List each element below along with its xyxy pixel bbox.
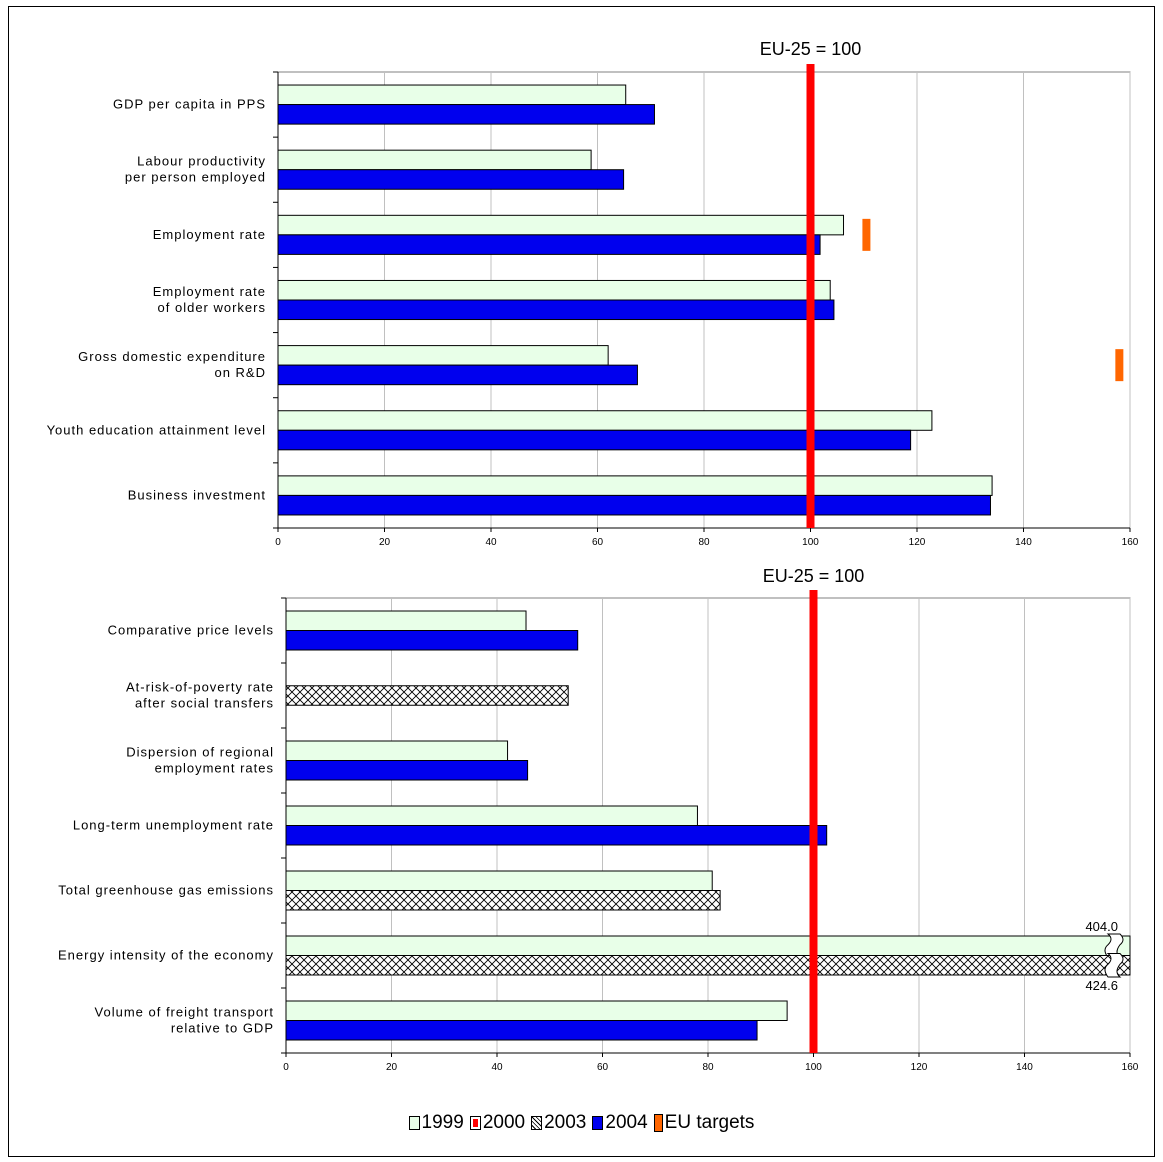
legend-item-2003: 2003 [531,1112,586,1134]
bar-2003 [286,891,720,911]
bar-2003 [286,686,568,706]
bar-2004 [286,761,528,781]
orange-bar-swatch-icon [654,1114,663,1132]
light-green-swatch-icon [409,1116,420,1130]
bar-2004 [278,495,990,515]
x-tick-label: 160 [1122,537,1139,548]
red-square-swatch-icon [470,1116,481,1130]
category-label: Employment rate [153,284,266,299]
legend-item-2004: 2004 [592,1112,647,1134]
x-tick-label: 120 [911,1062,928,1073]
legend-item-1999: 1999 [409,1112,464,1134]
bar-2004 [278,235,820,255]
category-label: after social transfers [135,696,274,711]
legend-label: 2000 [483,1112,525,1134]
x-tick-label: 60 [592,537,604,548]
category-label: Youth education attainment level [47,422,266,437]
legend-label: 1999 [422,1112,464,1134]
category-label: Volume of freight transport [95,1005,274,1020]
x-tick-label: 20 [386,1062,398,1073]
x-tick-label: 20 [379,537,391,548]
x-tick-label: 140 [1015,537,1032,548]
bar-1999 [278,346,608,366]
category-label: Energy intensity of the economy [58,948,274,963]
bar-1999 [286,871,712,891]
bar-2004 [278,300,834,320]
bar-1999 [278,280,830,300]
bar-1999 [286,806,697,826]
bar-1999 [278,215,844,235]
category-label: Total greenhouse gas emissions [58,883,274,898]
x-tick-label: 140 [1016,1062,1033,1073]
bar-2004 [278,170,624,190]
x-tick-label: 40 [491,1062,503,1073]
bar-1999 [278,150,591,170]
bar-2003 [286,956,1130,976]
x-tick-label: 100 [805,1062,822,1073]
category-label: relative to GDP [171,1021,274,1036]
category-label: Labour productivity [137,154,266,169]
category-label: on R&D [214,365,266,380]
category-label: Comparative price levels [108,623,274,638]
category-label: per person employed [125,170,266,185]
x-tick-label: 160 [1122,1062,1139,1073]
chart-title: EU-25 = 100 [763,566,865,586]
bar-1999 [278,476,992,496]
blue-swatch-icon [592,1116,603,1130]
bar-1999 [278,85,626,105]
bar-1999 [278,411,932,431]
category-label: Employment rate [153,227,266,242]
category-label: of older workers [158,300,266,315]
eu-target-marker [862,219,870,251]
x-tick-label: 0 [283,1062,289,1073]
bar-1999 [286,936,1130,956]
x-tick-label: 100 [802,537,819,548]
bar-1999 [286,611,526,631]
bar-1999 [286,1001,787,1021]
crosshatch-swatch-icon [531,1116,542,1130]
category-label: Dispersion of regional [126,745,274,760]
legend-label: 2003 [544,1112,586,1134]
x-tick-label: 0 [275,537,281,548]
category-label: At-risk-of-poverty rate [126,680,274,695]
x-tick-label: 40 [485,537,497,548]
bar-2004 [286,1021,757,1041]
data-label: 404.0 [1085,919,1118,934]
bar-2004 [286,826,827,846]
data-label: 424.6 [1085,978,1118,993]
x-tick-label: 80 [698,537,710,548]
bar-2004 [278,430,911,450]
bar-1999 [286,741,508,761]
legend-item-eu-targets: EU targets [654,1112,755,1134]
legend-item-2000: 2000 [470,1112,525,1134]
eu-target-marker [1115,349,1123,381]
legend: 1999 2000 2003 2004 EU targets [0,1112,1163,1134]
legend-label: 2004 [605,1112,647,1134]
x-tick-label: 80 [702,1062,714,1073]
legend-label: EU targets [665,1112,755,1134]
category-label: Long-term unemployment rate [73,818,274,833]
category-label: Gross domestic expenditure [78,349,266,364]
bar-2004 [278,105,654,125]
category-label: GDP per capita in PPS [113,97,266,112]
x-tick-label: 60 [597,1062,609,1073]
x-tick-label: 120 [909,537,926,548]
category-label: employment rates [155,761,274,776]
category-label: Business investment [128,487,266,502]
bar-2004 [278,365,637,385]
chart-title: EU-25 = 100 [760,39,862,59]
bar-2004 [286,631,578,651]
